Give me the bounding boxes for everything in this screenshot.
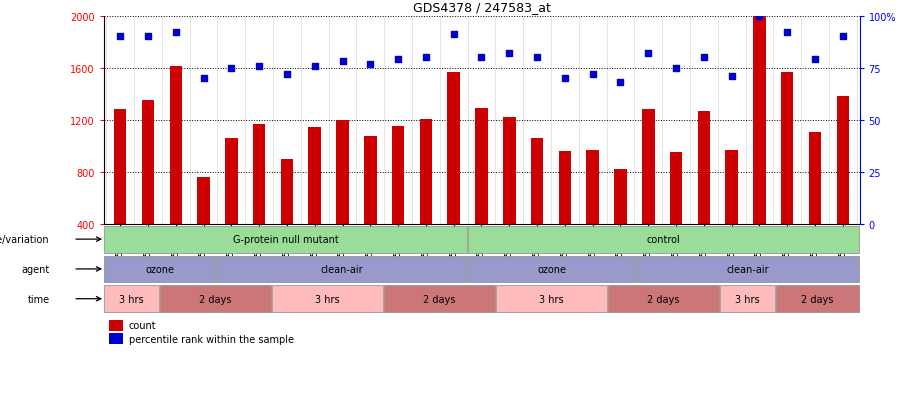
Bar (109, 320, 123, 331)
Point (641, 51, 655, 57)
Text: percentile rank within the sample: percentile rank within the sample (129, 334, 293, 344)
Text: clean-air: clean-air (726, 264, 769, 274)
Point (168, 30, 183, 36)
Bar (587, 150, 599, 277)
Bar (531, 139, 544, 277)
Bar (720, 286, 775, 312)
Bar (104, 286, 159, 312)
Point (780, 30, 795, 36)
Bar (776, 286, 859, 312)
Point (140, 34, 155, 40)
Bar (475, 109, 488, 277)
Bar (781, 72, 794, 277)
Point (446, 32, 461, 38)
Point (252, 63, 266, 70)
Bar (253, 124, 266, 277)
Text: 3 hrs: 3 hrs (539, 294, 563, 304)
Point (418, 55, 433, 62)
Bar (670, 153, 682, 277)
Text: genotype/variation: genotype/variation (0, 235, 50, 244)
Point (196, 76, 211, 82)
Point (224, 65, 238, 72)
Bar (753, 17, 766, 277)
Bar (725, 150, 738, 277)
Bar (636, 256, 859, 282)
Point (280, 71, 294, 78)
Text: 3 hrs: 3 hrs (119, 294, 144, 304)
Bar (364, 136, 376, 277)
Point (808, 57, 823, 64)
Bar (496, 286, 607, 312)
Bar (837, 97, 849, 277)
Point (558, 76, 572, 82)
Point (530, 55, 544, 62)
Text: time: time (27, 294, 50, 304)
Bar (809, 132, 822, 277)
Bar (281, 159, 293, 277)
Text: control: control (646, 235, 680, 244)
Bar (559, 152, 572, 277)
Bar (419, 119, 432, 277)
Point (336, 59, 350, 66)
Point (752, 13, 767, 20)
Text: clean-air: clean-air (320, 264, 363, 274)
Point (474, 55, 489, 62)
Text: G-protein null mutant: G-protein null mutant (232, 235, 338, 244)
Bar (225, 139, 238, 277)
Title: GDS4378 / 247583_at: GDS4378 / 247583_at (412, 1, 551, 14)
Bar (392, 127, 404, 277)
Bar (447, 72, 460, 277)
Bar (141, 101, 154, 277)
Bar (104, 256, 215, 282)
Bar (642, 109, 654, 277)
Bar (109, 334, 123, 344)
Bar (160, 286, 271, 312)
Bar (337, 121, 349, 277)
Text: count: count (129, 320, 157, 330)
Text: 3 hrs: 3 hrs (735, 294, 760, 304)
Point (613, 80, 627, 86)
Bar (114, 110, 126, 277)
Bar (468, 256, 634, 282)
Text: 2 days: 2 days (801, 294, 833, 304)
Point (586, 71, 600, 78)
Bar (169, 67, 182, 277)
Point (669, 65, 683, 72)
Point (391, 57, 405, 64)
Point (113, 34, 128, 40)
Bar (503, 118, 516, 277)
Point (835, 34, 850, 40)
Text: ozone: ozone (537, 264, 566, 274)
Bar (197, 178, 210, 277)
Point (724, 74, 739, 80)
Text: 3 hrs: 3 hrs (315, 294, 340, 304)
Text: ozone: ozone (145, 264, 174, 274)
Text: agent: agent (22, 264, 50, 274)
Bar (698, 112, 710, 277)
Bar (272, 286, 382, 312)
Text: 2 days: 2 days (647, 294, 680, 304)
Text: 2 days: 2 days (199, 294, 231, 304)
Point (308, 63, 322, 70)
Bar (614, 170, 626, 277)
Point (697, 55, 711, 62)
Bar (384, 286, 495, 312)
Text: 2 days: 2 days (423, 294, 455, 304)
Bar (309, 128, 321, 277)
Bar (216, 256, 467, 282)
Bar (104, 226, 467, 253)
Bar (608, 286, 719, 312)
Point (363, 61, 377, 68)
Bar (468, 226, 859, 253)
Point (502, 51, 517, 57)
